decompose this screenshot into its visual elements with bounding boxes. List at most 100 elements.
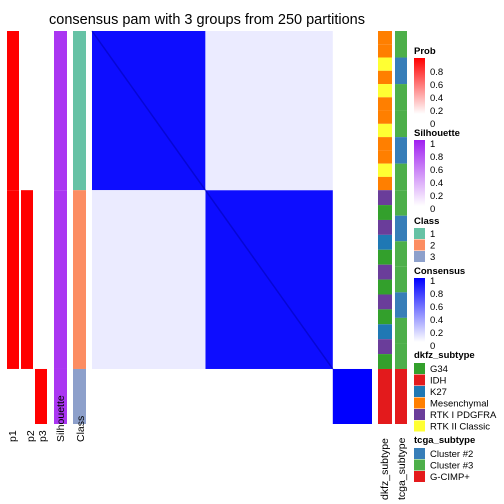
track-tcga-segment xyxy=(395,241,407,267)
legend-prob-gradient xyxy=(414,58,425,114)
track-silhouette-group-2 xyxy=(54,190,67,369)
legend-class-items: 123 xyxy=(414,228,435,263)
chart-title: consensus pam with 3 groups from 250 par… xyxy=(49,12,365,28)
label-tcga-subtype: tcga_subtype xyxy=(396,437,408,500)
label-p2: p2 xyxy=(25,430,37,442)
track-dkfz-segment xyxy=(378,368,392,424)
label-dkfz-subtype: dkfz_subtype xyxy=(379,438,391,500)
legend-dkfz-label: RTK II Classic xyxy=(430,422,490,433)
track-dkfz-segment xyxy=(378,339,392,355)
legend-dkfz-label: RTK I PDGFRA xyxy=(430,410,497,421)
legend-prob-tick: 0.2 xyxy=(430,106,443,117)
legend-dkfz-swatch xyxy=(414,363,425,374)
track-p3-group-1 xyxy=(35,31,47,191)
consensus-diagonal xyxy=(91,30,334,370)
legend-silhouette-tick: 0 xyxy=(430,204,435,215)
track-dkfz-segment xyxy=(378,234,392,250)
legend-dkfz-label: G34 xyxy=(430,364,448,375)
left-annotation-tracks xyxy=(7,31,86,424)
track-dkfz-segment xyxy=(378,57,392,71)
legend-consensus-tick: 0 xyxy=(430,341,435,352)
track-tcga-segment xyxy=(395,31,407,58)
track-tcga-segment xyxy=(395,190,407,216)
track-dkfz-segment xyxy=(378,309,392,325)
track-tcga-segment xyxy=(395,292,407,318)
track-tcga-segment xyxy=(395,57,407,85)
legend-dkfz-swatch xyxy=(414,386,425,397)
legend-prob-tick: 0.6 xyxy=(430,80,443,91)
legend-tcga-swatch xyxy=(414,471,425,482)
legend-dkfz-label: IDH xyxy=(430,376,447,387)
track-dkfz-segment xyxy=(378,70,392,85)
legend-consensus-tick: 0.8 xyxy=(430,289,443,300)
track-p2-group-3 xyxy=(21,368,33,424)
track-tcga-segment xyxy=(395,266,407,293)
legend-dkfz-swatch xyxy=(414,409,425,420)
legend-tcga-swatch xyxy=(414,459,425,471)
track-dkfz-segment xyxy=(378,294,392,310)
track-silhouette-group-1 xyxy=(54,31,67,191)
legend-tcga-label: Cluster #2 xyxy=(430,449,473,460)
legend-silhouette-tick: 0.6 xyxy=(430,165,443,176)
track-tcga-segment xyxy=(395,368,407,424)
legend-class-swatch xyxy=(414,228,425,239)
legend-prob-title: Prob xyxy=(414,46,436,57)
track-tcga-segment xyxy=(395,343,407,369)
track-p2-group-1 xyxy=(21,31,33,191)
track-dkfz-segment xyxy=(378,31,392,45)
track-dkfz-segment xyxy=(378,110,392,124)
track-p3-group-2 xyxy=(35,190,47,369)
label-class: Class xyxy=(75,416,87,442)
track-dkfz-segment xyxy=(378,84,392,98)
legend-tcga-label: Cluster #3 xyxy=(430,461,473,472)
track-tcga-segment xyxy=(395,84,407,111)
legend-consensus-tick: 0.2 xyxy=(430,328,443,339)
track-class-group-1 xyxy=(73,31,86,191)
track-p1-group-3 xyxy=(7,368,19,424)
track-dkfz-segment xyxy=(378,249,392,265)
legend-class-title: Class xyxy=(414,216,439,227)
consensus-block-4 xyxy=(92,190,206,369)
track-dkfz-segment xyxy=(378,150,392,164)
label-p1: p1 xyxy=(7,430,19,442)
track-dkfz-segment xyxy=(378,264,392,280)
legend-tcga-title: tcga_subtype xyxy=(414,435,475,446)
legend-dkfz-title: dkfz_subtype xyxy=(414,350,475,361)
track-p3-group-3 xyxy=(35,368,47,424)
consensus-block-2 xyxy=(332,368,372,424)
column-labels: p1 p2 p3 Silhouette Class dkfz_subtype t… xyxy=(7,395,408,500)
track-dkfz-segment xyxy=(378,123,392,138)
track-dkfz-segment xyxy=(378,279,392,295)
legend-class-label: 2 xyxy=(430,241,435,252)
track-p1-group-1 xyxy=(7,31,19,191)
legend-dkfz-swatch xyxy=(414,397,425,409)
legend-consensus-tick: 0.4 xyxy=(430,315,443,326)
legend-prob-tick: 0.8 xyxy=(430,67,443,78)
track-dkfz-segment xyxy=(378,176,392,191)
legend-consensus-gradient xyxy=(414,278,425,342)
legend-class-label: 3 xyxy=(430,252,435,263)
track-tcga-segment xyxy=(395,317,407,344)
track-dkfz-segment xyxy=(378,324,392,340)
legend-consensus-tick: 0.6 xyxy=(430,302,443,313)
track-dkfz-segment xyxy=(378,137,392,151)
track-tcga-segment xyxy=(395,137,407,164)
legend-consensus-title: Consensus xyxy=(414,266,465,277)
legend-consensus-tick: 1 xyxy=(430,276,435,287)
legend-prob-tick: 0 xyxy=(430,119,435,130)
consensus-block-3 xyxy=(205,31,333,191)
label-silhouette: Silhouette xyxy=(55,395,67,442)
legend-prob-tick: 0.4 xyxy=(430,93,443,104)
legends: Prob 0.8 0.6 0.4 0.2 0 Silhouette 1 0.8 … xyxy=(414,46,497,483)
legend-tcga-swatch xyxy=(414,448,425,459)
track-tcga-segment xyxy=(395,215,407,242)
legend-class-swatch xyxy=(414,251,425,262)
track-p2-group-2 xyxy=(21,190,33,369)
track-class-group-3 xyxy=(73,368,86,424)
track-dkfz-segment xyxy=(378,190,392,206)
legend-dkfz-swatch xyxy=(414,374,425,386)
track-dkfz-segment xyxy=(378,219,392,235)
legend-silhouette-gradient xyxy=(414,140,425,206)
